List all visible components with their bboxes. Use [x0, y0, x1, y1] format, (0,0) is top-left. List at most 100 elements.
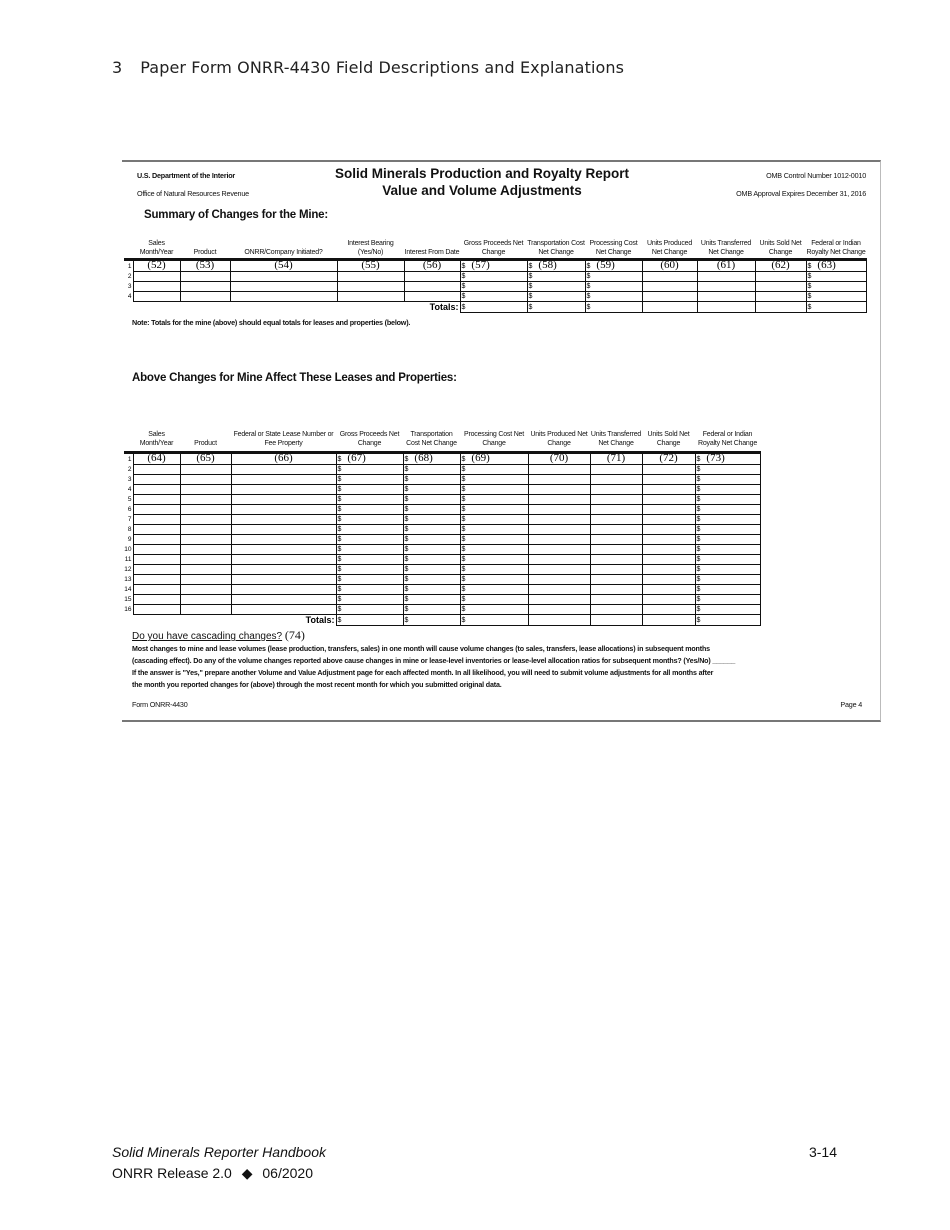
- form-cell[interactable]: $: [402, 464, 461, 475]
- form-cell[interactable]: $: [459, 514, 529, 525]
- form-cell[interactable]: [132, 474, 181, 485]
- form-cell[interactable]: [230, 584, 337, 595]
- form-cell[interactable]: [230, 474, 337, 485]
- totals-cell[interactable]: [589, 614, 643, 626]
- form-cell[interactable]: [179, 554, 232, 565]
- form-cell[interactable]: $: [335, 484, 404, 495]
- form-cell[interactable]: $: [335, 474, 404, 485]
- form-cell[interactable]: $: [694, 524, 761, 535]
- form-cell[interactable]: [527, 474, 591, 485]
- form-cell[interactable]: $: [805, 271, 867, 282]
- form-cell[interactable]: $ (67): [335, 451, 404, 465]
- form-cell[interactable]: $ (58): [526, 258, 586, 272]
- form-cell[interactable]: $: [402, 534, 461, 545]
- form-cell[interactable]: $: [694, 574, 761, 585]
- form-cell[interactable]: (72): [641, 451, 696, 465]
- form-cell[interactable]: (55): [336, 258, 405, 272]
- form-cell[interactable]: [641, 281, 698, 292]
- form-cell[interactable]: [641, 474, 696, 485]
- form-cell[interactable]: [179, 534, 232, 545]
- form-cell[interactable]: [132, 574, 181, 585]
- totals-cell[interactable]: [641, 301, 698, 313]
- form-cell[interactable]: [641, 504, 696, 515]
- form-cell[interactable]: [336, 291, 405, 302]
- form-cell[interactable]: [230, 544, 337, 555]
- form-cell[interactable]: [641, 484, 696, 495]
- form-cell[interactable]: [641, 574, 696, 585]
- form-cell[interactable]: $: [459, 604, 529, 615]
- form-cell[interactable]: [527, 494, 591, 505]
- form-cell[interactable]: [179, 271, 231, 282]
- form-cell[interactable]: [589, 574, 643, 585]
- form-cell[interactable]: [230, 504, 337, 515]
- form-cell[interactable]: [641, 564, 696, 575]
- form-cell[interactable]: $: [459, 584, 529, 595]
- form-cell[interactable]: [179, 584, 232, 595]
- form-cell[interactable]: $: [402, 484, 461, 495]
- form-cell[interactable]: [527, 604, 591, 615]
- form-cell[interactable]: $: [694, 504, 761, 515]
- form-cell[interactable]: $: [805, 291, 867, 302]
- form-cell[interactable]: $ (57): [459, 258, 528, 272]
- form-cell[interactable]: (56): [403, 258, 461, 272]
- form-cell[interactable]: [132, 464, 181, 475]
- form-cell[interactable]: $ (59): [584, 258, 643, 272]
- form-cell[interactable]: [527, 484, 591, 495]
- form-cell[interactable]: [179, 574, 232, 585]
- form-cell[interactable]: $ (73): [694, 451, 761, 465]
- form-cell[interactable]: $: [694, 554, 761, 565]
- form-cell[interactable]: [132, 584, 181, 595]
- form-cell[interactable]: [527, 594, 591, 605]
- form-cell[interactable]: [179, 474, 232, 485]
- form-cell[interactable]: $: [459, 554, 529, 565]
- form-cell[interactable]: [754, 271, 807, 282]
- form-cell[interactable]: [132, 494, 181, 505]
- form-cell[interactable]: $: [584, 271, 643, 282]
- form-cell[interactable]: $: [459, 564, 529, 575]
- form-cell[interactable]: [641, 514, 696, 525]
- form-cell[interactable]: $: [402, 554, 461, 565]
- form-cell[interactable]: $: [694, 474, 761, 485]
- form-cell[interactable]: [403, 281, 461, 292]
- form-cell[interactable]: $: [402, 504, 461, 515]
- form-cell[interactable]: $: [335, 514, 404, 525]
- totals-cell[interactable]: $: [459, 614, 529, 626]
- form-cell[interactable]: $: [335, 504, 404, 515]
- form-cell[interactable]: $: [459, 504, 529, 515]
- form-cell[interactable]: [589, 584, 643, 595]
- form-cell[interactable]: [589, 474, 643, 485]
- form-cell[interactable]: [589, 604, 643, 615]
- form-cell[interactable]: $ (63): [805, 258, 867, 272]
- form-cell[interactable]: $: [335, 494, 404, 505]
- form-cell[interactable]: (64): [132, 451, 181, 465]
- form-cell[interactable]: [589, 514, 643, 525]
- form-cell[interactable]: [132, 514, 181, 525]
- form-cell[interactable]: [132, 281, 181, 292]
- form-cell[interactable]: [527, 524, 591, 535]
- form-cell[interactable]: [179, 564, 232, 575]
- form-cell[interactable]: (70): [527, 451, 591, 465]
- form-cell[interactable]: (60): [641, 258, 698, 272]
- form-cell[interactable]: $: [459, 464, 529, 475]
- totals-cell[interactable]: [641, 614, 696, 626]
- form-cell[interactable]: (61): [696, 258, 756, 272]
- form-cell[interactable]: [230, 484, 337, 495]
- form-cell[interactable]: [132, 534, 181, 545]
- form-cell[interactable]: [336, 281, 405, 292]
- form-cell[interactable]: [132, 594, 181, 605]
- form-cell[interactable]: [527, 554, 591, 565]
- totals-cell[interactable]: $: [459, 301, 528, 313]
- form-cell[interactable]: [527, 564, 591, 575]
- form-cell[interactable]: [132, 291, 181, 302]
- form-cell[interactable]: $: [694, 514, 761, 525]
- form-cell[interactable]: [589, 464, 643, 475]
- totals-cell[interactable]: $: [526, 301, 586, 313]
- form-cell[interactable]: [589, 544, 643, 555]
- form-cell[interactable]: $: [402, 564, 461, 575]
- form-cell[interactable]: [179, 524, 232, 535]
- form-cell[interactable]: [230, 554, 337, 565]
- form-cell[interactable]: $: [402, 584, 461, 595]
- form-cell[interactable]: $: [335, 594, 404, 605]
- form-cell[interactable]: [527, 574, 591, 585]
- form-cell[interactable]: $: [335, 564, 404, 575]
